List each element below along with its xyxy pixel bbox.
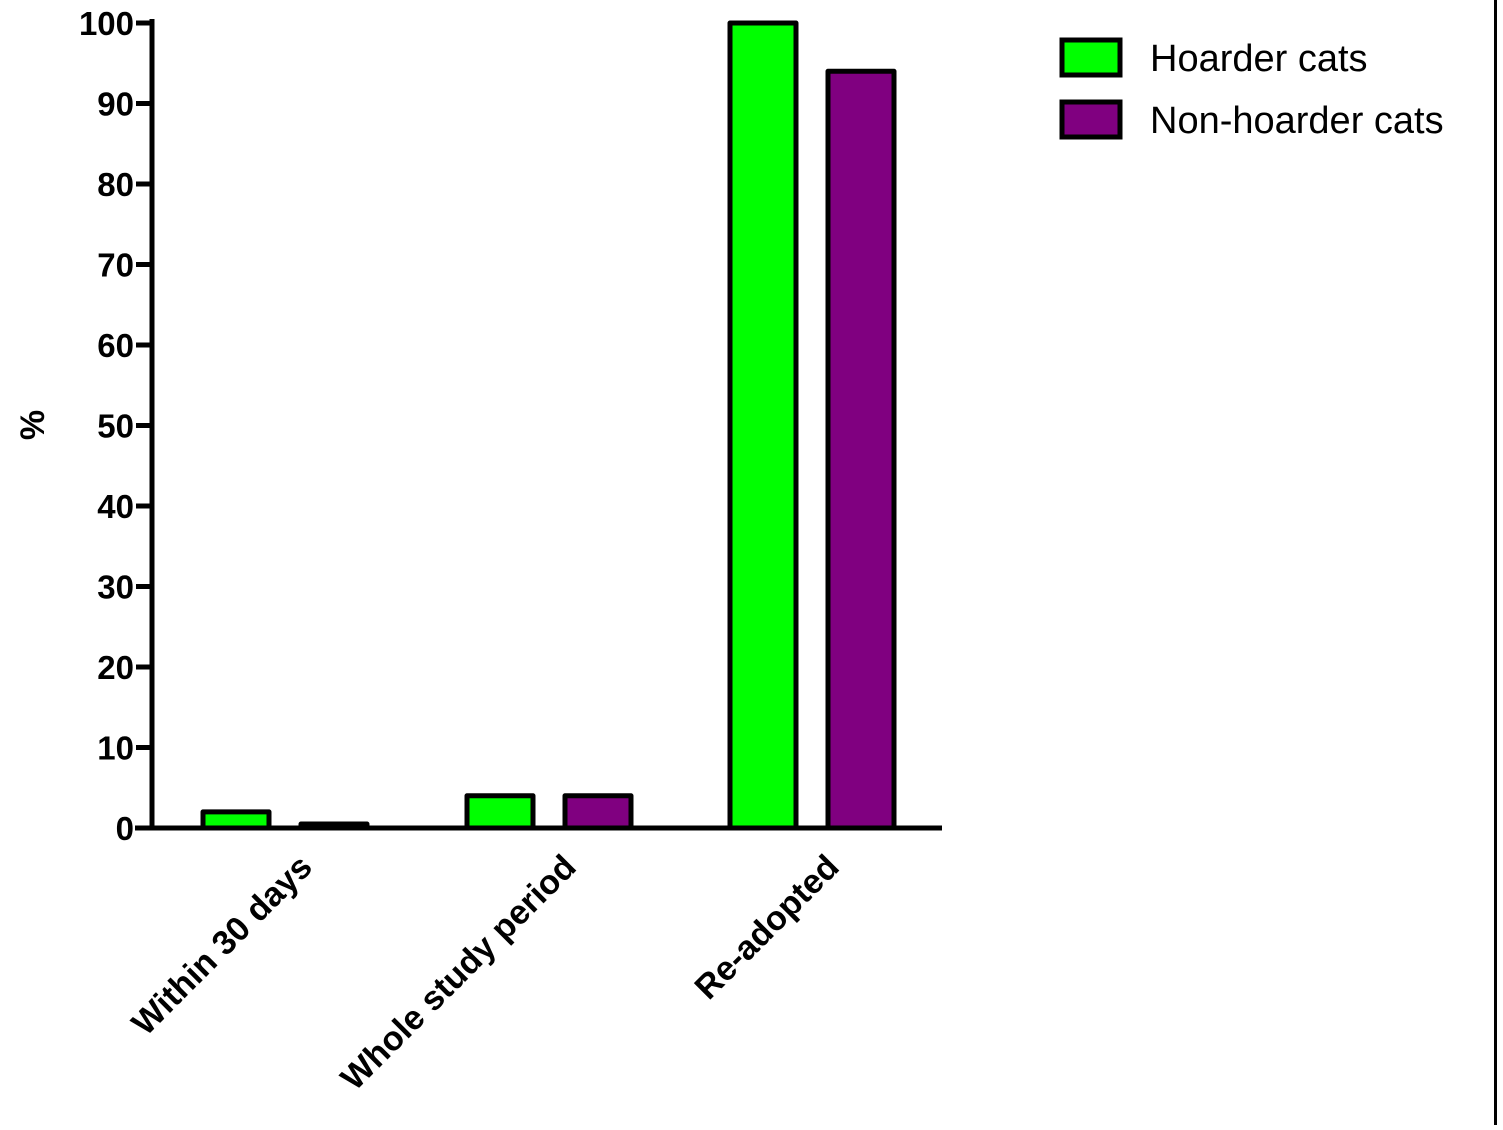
y-tick-label-20: 20	[97, 649, 134, 686]
legend: Hoarder cats Non-hoarder cats	[1059, 37, 1444, 142]
y-tick-label-90: 90	[97, 86, 134, 123]
x-tick-label-1: Whole study period	[334, 848, 584, 1098]
bar-non-hoarder-1	[562, 793, 634, 831]
y-tick-label-60: 60	[97, 327, 134, 364]
y-axis-title: %	[14, 410, 52, 440]
y-tick-label-30: 30	[97, 569, 134, 606]
legend-label-hoarder: Hoarder cats	[1150, 38, 1368, 80]
bar-hoarder-2	[727, 20, 799, 831]
legend-swatch-hoarder	[1059, 37, 1123, 78]
x-tick-label-0: Within 30 days	[125, 848, 320, 1043]
y-tick-label-50: 50	[97, 408, 134, 445]
y-tick-label-10: 10	[97, 730, 134, 767]
x-tick-label-2: Re-adopted	[688, 848, 847, 1007]
y-tick-label-100: 100	[79, 5, 134, 42]
y-tick-label-40: 40	[97, 488, 134, 525]
bar-hoarder-1	[464, 793, 536, 831]
bar-hoarder-0	[200, 809, 272, 831]
y-tick-label-0: 0	[116, 810, 134, 847]
legend-swatch-non-hoarder	[1059, 99, 1123, 140]
legend-label-non-hoarder: Non-hoarder cats	[1150, 100, 1444, 142]
frame-right-border	[1494, 0, 1497, 1125]
bars-group	[200, 20, 897, 831]
axes-group: 0 10 20 30 40 50 60 70 80 90 100	[79, 5, 942, 847]
y-tick-label-80: 80	[97, 166, 134, 203]
x-tick-labels-group: Within 30 days Whole study period Re-adopt…	[125, 848, 847, 1098]
bar-non-hoarder-0	[298, 821, 370, 831]
bar-non-hoarder-2	[825, 68, 897, 831]
y-tick-label-70: 70	[97, 247, 134, 284]
